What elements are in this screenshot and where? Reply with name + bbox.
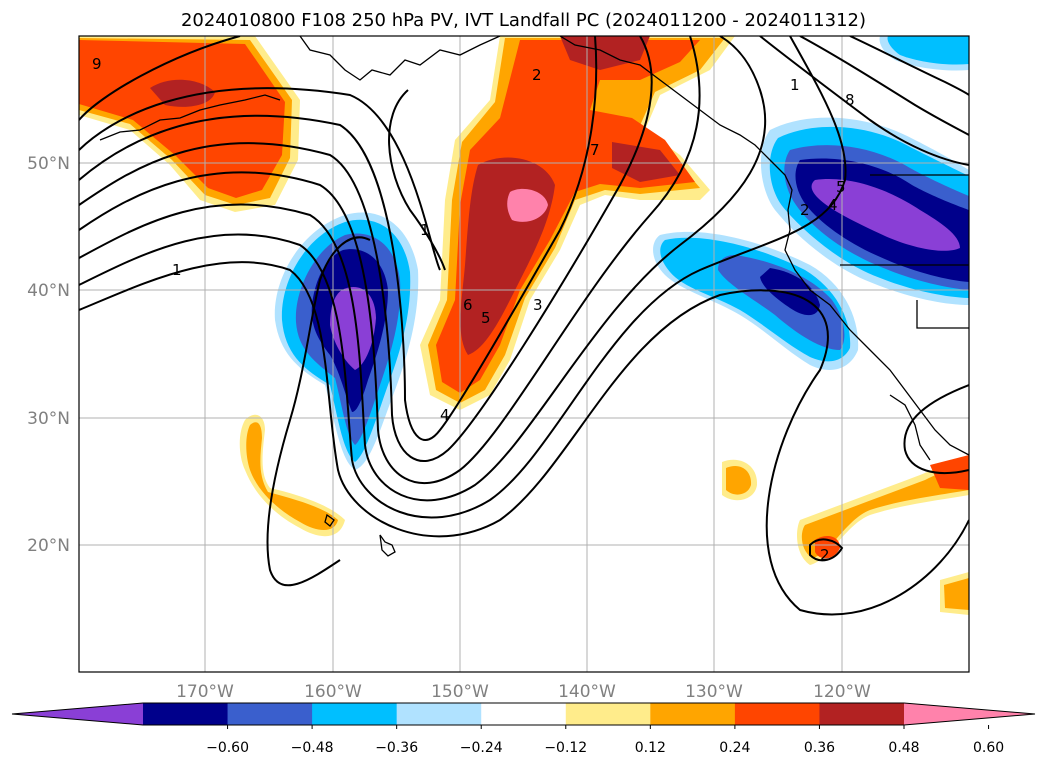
contour-labels: 9 1 2 1 2 3 4 5 6 7 8 1 2 4 5: [92, 55, 855, 564]
colorbar-extend-low: [12, 703, 143, 725]
contour-label: 2: [820, 546, 830, 564]
lat-label: 30°N: [27, 409, 70, 429]
latitude-labels: 50°N 40°N 30°N 20°N: [27, 154, 70, 556]
colorbar-cell: [481, 703, 567, 725]
lon-label: 160°W: [304, 682, 362, 702]
lat-label: 40°N: [27, 281, 70, 301]
colorbar-tick-label: −0.36: [375, 740, 418, 756]
anomaly-positive-subtropical-east: [722, 455, 969, 615]
lon-label: 150°W: [431, 682, 489, 702]
contour-label: 6: [463, 296, 473, 314]
colorbar-tick-label: −0.60: [206, 740, 249, 756]
lon-label: 120°W: [813, 682, 871, 702]
colorbar-cell: [396, 703, 482, 725]
coastlines: [99, 36, 969, 557]
lon-label: 130°W: [685, 682, 743, 702]
lon-label: 170°W: [176, 682, 234, 702]
contour-label: 7: [590, 141, 600, 159]
map-area: 9 1 2 1 2 3 4 5 6 7 8 1 2 4 5: [79, 36, 969, 672]
colorbar-cell: [565, 703, 651, 725]
colorbar-tick-label: −0.48: [291, 740, 334, 756]
contour-label: 8: [845, 91, 855, 109]
contour-label: 3: [533, 296, 543, 314]
contour-label: 4: [828, 196, 838, 214]
anomaly-negative-pacific-nw: [760, 117, 969, 305]
contours: [79, 36, 969, 616]
colorbar-cell: [734, 703, 820, 725]
colorbar-extend-high: [904, 703, 1035, 725]
contour-label: 9: [92, 55, 102, 73]
colorbar-tick-label: −0.12: [544, 740, 587, 756]
map-title: 2024010800 F108 250 hPa PV, IVT Landfall…: [180, 10, 867, 31]
lat-label: 50°N: [27, 154, 70, 174]
colorbar-cell: [227, 703, 313, 725]
anomaly-positive-gulf: [420, 36, 735, 410]
colorbar-cell: [143, 703, 229, 725]
colorbar-outline: [11, 702, 1036, 726]
longitude-labels: 170°W 160°W 150°W 140°W 130°W 120°W: [176, 682, 871, 702]
contour-label: 1: [172, 261, 182, 279]
contour-label: 2: [532, 66, 542, 84]
map-frame: [78, 35, 970, 673]
anomaly-negative-eastern: [653, 231, 859, 370]
colorbar-cell: [650, 703, 736, 725]
colorbar-tick-label: 0.60: [973, 740, 1004, 756]
colorbar-cell: [312, 703, 398, 725]
colorbar-tick-label: 0.12: [635, 740, 666, 756]
anomaly-positive-subtropical-west: [239, 414, 345, 537]
lon-label: 140°W: [558, 682, 616, 702]
contour-label: 1: [790, 76, 800, 94]
colorbar-tick-label: −0.24: [460, 740, 503, 756]
contour-label: 4: [440, 406, 450, 424]
colorbar-cell: [819, 703, 905, 725]
colorbar-tick-label: 0.36: [804, 740, 835, 756]
contour-label: 1: [420, 221, 430, 239]
contour-label: 5: [836, 178, 846, 196]
contour-label: 5: [481, 309, 491, 327]
contour-label: 2: [800, 201, 810, 219]
lat-label: 20°N: [27, 536, 70, 556]
colorbar-tick-label: 0.24: [719, 740, 750, 756]
colorbar-tick-label: 0.48: [888, 740, 919, 756]
colorbar: −0.60 −0.48 −0.36 −0.24 −0.12 0.12 0.24 0.36 0.4…: [11, 702, 1036, 756]
